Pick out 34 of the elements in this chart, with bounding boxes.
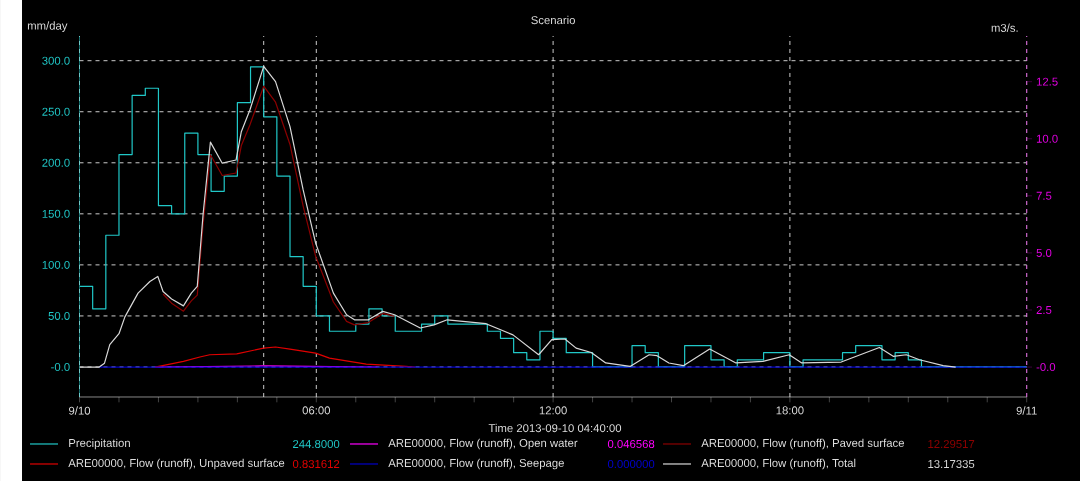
y-tick-label: 50.0 [48, 311, 70, 320]
y-tick-label: 100.0 [42, 260, 70, 269]
legend-label: ARE00000, Flow (runoff), Unpaved surface [68, 458, 285, 470]
text: 13.17335 [928, 459, 975, 468]
x-tick-label: 9/10 [69, 406, 91, 415]
y2-tick-label: 7.5 [1036, 191, 1052, 200]
chart-title: Scenario [531, 15, 575, 25]
y-tick-label: 300.0 [42, 56, 70, 65]
y2-tick-label: 10.0 [1036, 134, 1058, 143]
legend-label: ARE00000, Flow (runoff), Seepage [388, 458, 564, 470]
y2-tick-label: 5.0 [1036, 248, 1052, 257]
text: 0.831612 [292, 459, 340, 468]
text: Time 2013-09-10 04:40:00 [488, 423, 622, 433]
legend-label: ARE00000, Flow (runoff), Open water [388, 438, 578, 450]
y2-tick-label: -0.0 [1036, 363, 1056, 372]
x-tick-label: 18:00 [776, 406, 804, 415]
y-tick-label: 250.0 [42, 107, 70, 116]
legend-label: ARE00000, Flow (runoff), Paved surface [701, 438, 904, 450]
y-tick-label: -0.0 [51, 362, 70, 371]
x-tick-label: 12:00 [539, 406, 567, 415]
legend-label: Precipitation [69, 438, 130, 450]
text: 0.046568 [607, 439, 655, 448]
text: 244.8000 [293, 439, 340, 448]
y2-axis-title: m3/s. [991, 23, 1018, 32]
y2-tick-label: 2.5 [1036, 305, 1052, 314]
y2-tick-label: 12.5 [1036, 77, 1058, 86]
y-tick-label: 200.0 [42, 158, 70, 167]
x-tick-label: 9/11 [1016, 406, 1037, 415]
x-tick-label: 06:00 [302, 406, 331, 415]
y-tick-label: 150.0 [42, 209, 70, 218]
legend-label: ARE00000, Flow (runoff), Total [701, 458, 856, 470]
text: 12.29517 [928, 439, 975, 448]
y-axis-title: mm/day [27, 21, 68, 32]
text: 0.000000 [607, 459, 655, 468]
